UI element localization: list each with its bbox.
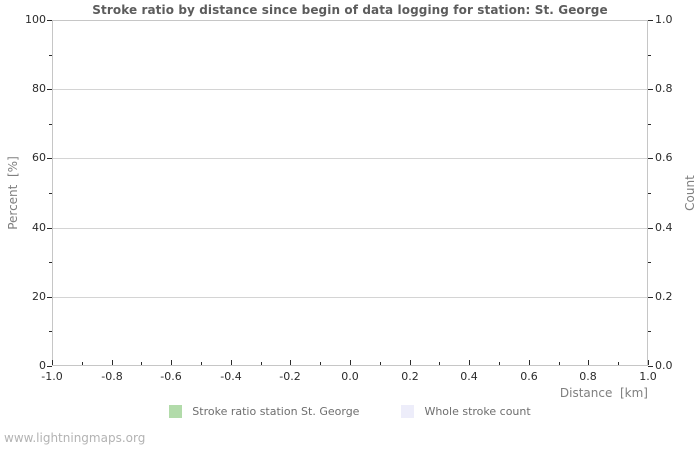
legend-label-whole-stroke-count: Whole stroke count: [424, 405, 531, 418]
left-axis-major-tick: [47, 89, 52, 90]
left-axis-tick-label: 100: [25, 13, 46, 26]
x-axis-minor-tick: [499, 362, 500, 365]
x-axis-major-tick: [588, 360, 589, 365]
x-axis-tick-label: 0.4: [460, 370, 478, 383]
legend: Stroke ratio station St. George Whole st…: [0, 405, 700, 418]
x-axis-tick-label: 0.0: [341, 370, 359, 383]
left-axis-minor-tick: [49, 55, 52, 56]
x-axis-major-tick: [350, 360, 351, 365]
x-axis-tick-label: 1.0: [639, 370, 657, 383]
legend-label-stroke-ratio: Stroke ratio station St. George: [192, 405, 360, 418]
left-axis-tick-label: 0: [39, 359, 46, 372]
x-axis-tick-label: 0.8: [579, 370, 597, 383]
left-axis-major-tick: [47, 297, 52, 298]
left-axis-major-tick: [47, 20, 52, 21]
x-axis-title: Distance [km]: [559, 386, 648, 400]
left-axis-minor-tick: [49, 193, 52, 194]
left-axis-tick-label: 80: [32, 82, 46, 95]
legend-swatch-whole-stroke-count: [401, 405, 415, 418]
left-axis-title: Percent [%]: [6, 156, 20, 230]
x-axis-minor-tick: [82, 362, 83, 365]
left-axis-major-tick: [47, 366, 52, 367]
watermark-link[interactable]: www.lightningmaps.org: [4, 431, 146, 445]
left-axis-tick-label: 20: [32, 290, 46, 303]
right-axis-major-tick: [648, 158, 653, 159]
x-axis-minor-tick: [380, 362, 381, 365]
left-axis-minor-tick: [49, 262, 52, 263]
right-axis-minor-tick: [648, 262, 651, 263]
right-axis-tick-label: 0.0: [655, 359, 673, 372]
right-axis-major-tick: [648, 20, 653, 21]
chart-title: Stroke ratio by distance since begin of …: [92, 3, 608, 17]
right-axis-major-tick: [648, 366, 653, 367]
x-axis-major-tick: [112, 360, 113, 365]
right-axis-tick-label: 1.0: [655, 13, 673, 26]
right-axis-tick-label: 0.2: [655, 290, 673, 303]
grid-line-horizontal: [53, 228, 647, 229]
right-axis-major-tick: [648, 89, 653, 90]
right-axis-minor-tick: [648, 55, 651, 56]
right-axis-tick-label: 0.6: [655, 151, 673, 164]
x-axis-major-tick: [171, 360, 172, 365]
x-axis-major-tick: [410, 360, 411, 365]
grid-line-horizontal: [53, 158, 647, 159]
right-axis-major-tick: [648, 297, 653, 298]
legend-item-stroke-ratio: Stroke ratio station St. George: [169, 405, 359, 418]
x-axis-minor-tick: [320, 362, 321, 365]
left-axis-major-tick: [47, 158, 52, 159]
x-axis-major-tick: [648, 360, 649, 365]
right-axis-minor-tick: [648, 124, 651, 125]
x-axis-tick-label: -0.4: [220, 370, 242, 383]
grid-line-horizontal: [53, 89, 647, 90]
right-axis-minor-tick: [648, 331, 651, 332]
x-axis-minor-tick: [439, 362, 440, 365]
x-axis-tick-label: -0.6: [160, 370, 182, 383]
x-axis-minor-tick: [201, 362, 202, 365]
left-axis-tick-label: 60: [32, 151, 46, 164]
x-axis-minor-tick: [141, 362, 142, 365]
left-axis-minor-tick: [49, 331, 52, 332]
x-axis-tick-label: -1.0: [41, 370, 63, 383]
x-axis-tick-label: 0.6: [520, 370, 538, 383]
legend-item-whole-stroke-count: Whole stroke count: [401, 405, 531, 418]
right-axis-major-tick: [648, 228, 653, 229]
x-axis-major-tick: [52, 360, 53, 365]
right-axis-tick-label: 0.8: [655, 82, 673, 95]
right-axis-title: Count: [683, 175, 697, 211]
x-axis-major-tick: [529, 360, 530, 365]
right-axis-tick-label: 0.4: [655, 221, 673, 234]
x-axis-tick-label: 0.2: [401, 370, 419, 383]
x-axis-minor-tick: [261, 362, 262, 365]
x-axis-major-tick: [290, 360, 291, 365]
left-axis-minor-tick: [49, 124, 52, 125]
left-axis-major-tick: [47, 228, 52, 229]
legend-swatch-stroke-ratio: [169, 405, 183, 418]
grid-line-horizontal: [53, 297, 647, 298]
left-axis-tick-label: 40: [32, 221, 46, 234]
x-axis-tick-label: -0.8: [101, 370, 123, 383]
right-axis-minor-tick: [648, 193, 651, 194]
x-axis-minor-tick: [618, 362, 619, 365]
x-axis-tick-label: -0.2: [279, 370, 301, 383]
x-axis-minor-tick: [559, 362, 560, 365]
plot-area: [52, 20, 648, 366]
x-axis-major-tick: [469, 360, 470, 365]
x-axis-major-tick: [231, 360, 232, 365]
